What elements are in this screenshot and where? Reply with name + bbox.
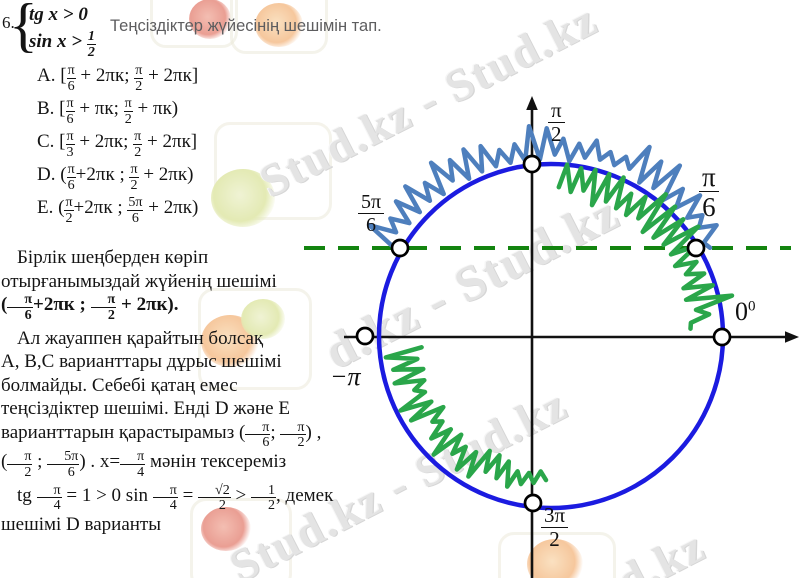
label-3pi-half: 3π 2 <box>541 504 569 552</box>
tan-gt-zero-arc-q1 <box>556 162 735 331</box>
solution-text: Бірлік шеңберден көріп отырғанымыздай жүй… <box>1 246 337 541</box>
stud-kz-logo <box>230 0 328 54</box>
solution-paragraph-2: Ал жауаппен қарайтын болсақ А, В,С вариан… <box>1 327 322 480</box>
logo-flame <box>241 299 285 339</box>
marker-3pi-2 <box>523 493 543 513</box>
stud-kz-logo <box>198 288 312 390</box>
tan-gt-zero-arc-q3 <box>383 345 549 489</box>
sin-gt-half-arc <box>367 123 719 254</box>
solution-paragraph-1: Бірлік шеңберден көріп отырғанымыздай жүй… <box>1 247 277 323</box>
marker-minus-pi <box>355 326 375 346</box>
y-axis-arrow-icon <box>526 96 538 110</box>
stud-kz-logo <box>190 498 292 578</box>
logo-flame <box>527 539 583 578</box>
logo-flame <box>189 0 231 39</box>
problem-number: 6. <box>2 13 15 32</box>
marker-pi-half <box>522 154 542 174</box>
label-5pi-sixth: 5π 6 <box>358 192 385 237</box>
label-zero-degrees: 00 <box>735 297 756 326</box>
label-minus-pi: −π <box>330 362 361 391</box>
logo-flame <box>255 3 303 47</box>
option-e: E. (π 2 +2πк ; 5π 6 + 2πк) <box>37 193 199 226</box>
logo-flame <box>201 507 251 551</box>
logo-flame <box>211 169 275 227</box>
marker-zero <box>712 327 732 347</box>
stud-kz-logo <box>211 122 332 227</box>
solution-arcs <box>367 123 735 489</box>
stud-kz-logo <box>498 532 616 578</box>
system-brace: { <box>9 0 38 58</box>
marker-5pi-6 <box>390 238 410 258</box>
marker-pi-6 <box>686 238 706 258</box>
x-axis-arrow-icon <box>785 331 799 343</box>
stud-kz-logo <box>150 0 238 48</box>
system-line-1: tg x > 0 <box>29 4 88 25</box>
task-instruction: Теңсіздіктер жүйесінің шешімін тап. <box>110 17 382 35</box>
